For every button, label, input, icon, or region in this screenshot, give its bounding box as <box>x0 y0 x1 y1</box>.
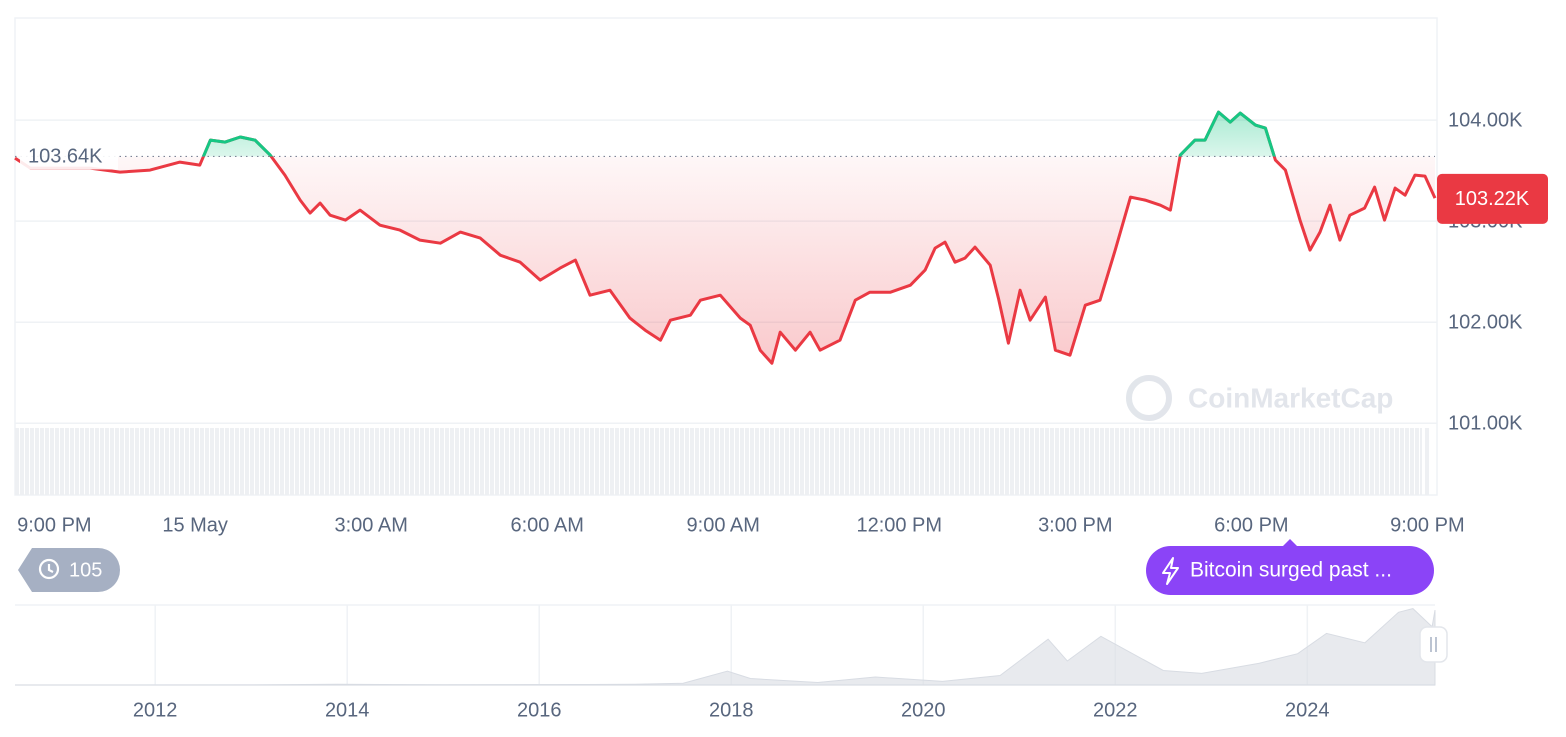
navigator: 2012 2014 2016 2018 2020 2022 2024 <box>14 604 1436 721</box>
lightning-icon <box>1162 557 1179 585</box>
event-pill-bg[interactable] <box>1146 546 1434 595</box>
current-price-box <box>1437 173 1548 224</box>
event-pointer <box>1283 539 1297 546</box>
x-tick-label: 15 May <box>162 514 228 536</box>
nav-tick-label: 2012 <box>133 699 178 721</box>
history-icon <box>38 558 60 580</box>
nav-tick-label: 2016 <box>517 699 562 721</box>
history-icon-hand <box>47 564 54 573</box>
nav-tick-label: 2014 <box>325 699 370 721</box>
nav-tick-label: 2024 <box>1285 699 1330 721</box>
area-below <box>15 156 1435 364</box>
x-tick-label: 9:00 PM <box>1390 514 1464 536</box>
news-badge-bg[interactable] <box>18 548 120 592</box>
current-price-label: 103.22K <box>1455 188 1530 210</box>
x-tick-label: 6:00 PM <box>1214 514 1288 536</box>
handle-box[interactable] <box>1419 626 1448 663</box>
area-layer <box>15 112 1435 364</box>
nav-area <box>14 608 1436 686</box>
watermark-text: CoinMarketCap <box>1188 382 1393 413</box>
baseline-label-bg <box>20 143 118 170</box>
navigator-handle[interactable] <box>1419 626 1448 663</box>
watermark: CoinMarketCap <box>1126 375 1393 421</box>
baseline-label: 103.64K <box>28 146 103 168</box>
volume-bar <box>1425 428 1429 495</box>
nav-tick-label: 2022 <box>1093 699 1138 721</box>
event-pill[interactable]: Bitcoin surged past ... <box>1146 539 1434 595</box>
price-line-up <box>201 110 1276 157</box>
y-tick-label: 104.00K <box>1448 109 1523 131</box>
x-tick-label: 12:00 PM <box>856 514 942 536</box>
y-tick-label: 101.00K <box>1448 413 1523 435</box>
news-count: 105 <box>69 559 102 581</box>
nav-tick-label: 2018 <box>709 699 754 721</box>
nav-tick-label: 2020 <box>901 699 946 721</box>
line-layer <box>14 110 1437 365</box>
x-tick-label: 3:00 PM <box>1038 514 1112 536</box>
x-tick-label: 3:00 AM <box>334 514 407 536</box>
watermark-logo <box>1126 375 1172 421</box>
event-text: Bitcoin surged past ... <box>1190 559 1392 582</box>
news-badge[interactable]: 105 <box>18 548 120 592</box>
x-tick-label: 6:00 AM <box>511 514 584 536</box>
volume-bars <box>15 428 1422 495</box>
x-tick-label: 9:00 PM <box>17 514 91 536</box>
x-tick-label: 9:00 AM <box>687 514 760 536</box>
y-tick-label: 102.00K <box>1448 311 1523 333</box>
